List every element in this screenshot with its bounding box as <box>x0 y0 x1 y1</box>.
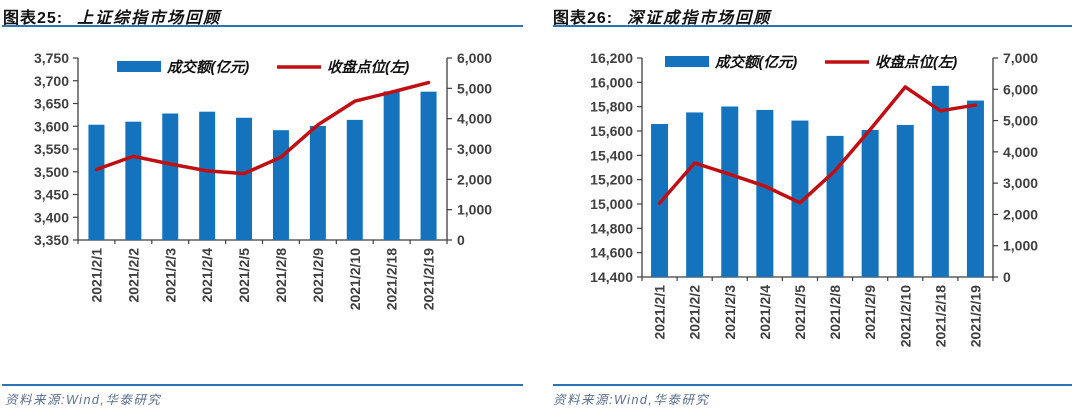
chart-panel-shanghai: 图表25: 上证综指市场回顾 3,350 3,400 3,450 3,500 3,550 3… <box>2 4 523 407</box>
volume-bar <box>896 124 914 277</box>
right-axis-tick-label: 5,000 <box>1003 113 1038 129</box>
category-label: 2021/2/18 <box>384 248 400 310</box>
close-price-line <box>94 80 431 176</box>
figure-title: 深证成指市场回顾 <box>627 10 772 27</box>
left-axis-tick-label: 14,800 <box>590 220 633 236</box>
left-axis-tick-label: 16,200 <box>590 50 633 66</box>
volume-bar <box>346 119 363 240</box>
close-price-line <box>657 85 978 205</box>
volume-bar <box>861 129 879 277</box>
right-axis-tick-label: 7,000 <box>1003 50 1038 66</box>
volume-bar <box>826 135 844 277</box>
category-label: 2021/2/3 <box>162 248 178 303</box>
source-text: 资料来源:Wind,华泰研究 <box>553 393 710 407</box>
legend-line-label: 收盘点位(左) <box>875 54 957 71</box>
left-axis-tick-label: 3,550 <box>34 141 69 157</box>
chart-title-row: 图表25: 上证综指市场回顾 <box>3 4 221 28</box>
right-axis-tick-label: 2,000 <box>457 171 492 187</box>
left-axis-tick-label: 3,400 <box>34 209 69 225</box>
right-axis-tick-label: 1,000 <box>457 202 492 218</box>
legend-bar-label: 成交额(亿元) <box>166 59 249 76</box>
right-axis-tick-label: 5,000 <box>457 80 492 96</box>
volume-bar <box>125 121 142 240</box>
figure-number: 图表26: <box>553 10 614 27</box>
left-axis-tick-label: 16,000 <box>590 74 633 90</box>
right-axis-tick-label: 4,000 <box>1003 144 1038 160</box>
volume-bar <box>383 91 400 240</box>
category-label: 2021/2/3 <box>722 285 738 340</box>
left-axis-tick-label: 15,800 <box>590 99 633 115</box>
category-label: 2021/2/4 <box>199 248 215 303</box>
right-axis-tick-label: 1,000 <box>1003 238 1038 254</box>
left-axis-tick-label: 3,450 <box>34 187 69 203</box>
category-label: 2021/2/9 <box>310 248 326 303</box>
left-axis-tick-label: 3,600 <box>34 118 69 134</box>
left-axis-tick-label: 15,400 <box>590 147 633 163</box>
right-axis-tick-label: 3,000 <box>1003 175 1038 191</box>
category-label: 2021/2/2 <box>687 285 703 340</box>
category-label: 2021/2/1 <box>88 248 104 303</box>
chart-title-row: 图表26: 深证成指市场回顾 <box>553 4 771 28</box>
category-label: 2021/2/9 <box>862 285 878 340</box>
volume-bar <box>272 130 289 240</box>
category-label: 2021/2/8 <box>273 248 289 303</box>
left-axis-tick-label: 15,000 <box>590 196 633 212</box>
volume-bar <box>162 113 179 240</box>
volume-bar <box>791 120 809 277</box>
right-axis-tick-label: 3,000 <box>457 141 492 157</box>
category-label: 2021/2/1 <box>652 285 668 340</box>
left-axis-tick-label: 14,600 <box>590 245 633 261</box>
category-label: 2021/2/4 <box>757 285 773 340</box>
left-axis-tick-label: 3,700 <box>34 73 69 89</box>
volume-bar <box>199 111 216 240</box>
volume-bar <box>309 125 326 240</box>
legend-line-label: 收盘点位(左) <box>327 59 409 76</box>
shanghai-composite-chart: 3,350 3,400 3,450 3,500 3,550 3,600 3,650 3,700… <box>34 50 492 310</box>
volume-bar <box>966 100 984 277</box>
category-label: 2021/2/18 <box>932 285 948 347</box>
right-axis-tick-label: 4,000 <box>457 111 492 127</box>
volume-bar <box>686 112 704 278</box>
volume-bar <box>420 91 437 240</box>
volume-bar <box>931 85 949 277</box>
category-label: 2021/2/8 <box>827 285 843 340</box>
right-axis-tick-label: 6,000 <box>1003 81 1038 97</box>
volume-bar <box>236 117 253 240</box>
title-divider <box>2 25 523 27</box>
left-axis-tick-label: 3,750 <box>34 50 69 66</box>
left-axis-tick-label: 3,350 <box>34 232 69 248</box>
category-label: 2021/2/10 <box>347 248 363 310</box>
volume-bar <box>88 124 105 240</box>
shenzhen-component-chart: 14,400 14,600 14,800 15,000 15,200 15,400 15,6… <box>590 50 1038 347</box>
left-axis-tick-label: 3,500 <box>34 164 69 180</box>
source-divider <box>553 384 1072 386</box>
category-label: 2021/2/19 <box>967 285 983 347</box>
right-axis-tick-label: 0 <box>1003 269 1011 285</box>
category-label: 2021/2/19 <box>421 248 437 310</box>
legend-bar-swatch <box>117 61 161 72</box>
volume-bar <box>721 106 739 277</box>
category-label: 2021/2/10 <box>897 285 913 347</box>
chart-panel-shenzhen: 图表26: 深证成指市场回顾 14,400 14,600 14,800 15,000 15… <box>540 0 1080 411</box>
left-axis-tick-label: 3,650 <box>34 96 69 112</box>
source-divider <box>2 384 523 386</box>
legend-bar-swatch <box>665 56 709 67</box>
figure-number: 图表25: <box>3 10 64 27</box>
figure-title: 上证综指市场回顾 <box>77 10 222 27</box>
volume-bar <box>756 109 774 277</box>
title-divider <box>553 25 1072 27</box>
left-axis-tick-label: 15,600 <box>590 123 633 139</box>
right-axis-tick-label: 2,000 <box>1003 206 1038 222</box>
left-axis-tick-label: 15,200 <box>590 172 633 188</box>
right-axis-tick-label: 6,000 <box>457 50 492 66</box>
left-axis-tick-label: 14,400 <box>590 269 633 285</box>
category-label: 2021/2/2 <box>125 248 141 303</box>
legend-bar-label: 成交额(亿元) <box>714 54 797 71</box>
source-text: 资料来源:Wind,华泰研究 <box>5 393 162 407</box>
category-label: 2021/2/5 <box>236 248 252 303</box>
right-axis-tick-label: 0 <box>457 232 465 248</box>
category-label: 2021/2/5 <box>792 285 808 340</box>
